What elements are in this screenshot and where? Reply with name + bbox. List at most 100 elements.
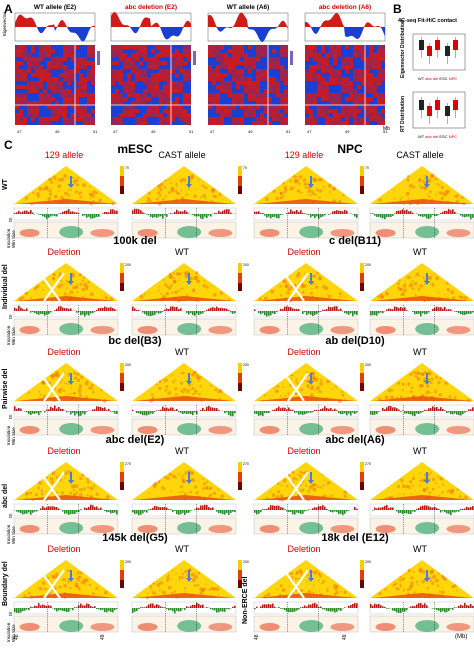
arrow-icon [68,472,74,484]
contact-heatmap [305,45,385,125]
arrow-icon [186,273,192,285]
row-title-3-left: abc del(E2) [105,434,165,446]
hic-triangle [132,560,236,600]
col-title-npc: NPC [337,142,363,156]
arrow-icon [424,570,430,582]
legend-abc: abc [425,76,432,81]
deletion-stripe [283,569,305,599]
hic-panel-r4-p3: 200 [369,560,474,633]
colorbar [360,363,364,391]
hic-panel-r0-p3: 70 [369,166,474,239]
deletion-stripe [39,471,61,501]
hic-panel-r0-p0: 70 [13,166,129,239]
boxplot-box [435,40,440,50]
eigen-positive [208,12,288,27]
row-1-sub-0: Deletion [47,247,81,257]
panel-a-track-label: Eigenvector [2,12,7,36]
hic-panel-r1-p0: 200 [13,263,131,336]
hic-triangle [14,462,118,502]
panel-a-tick: 49 [151,129,156,134]
hic-panel-r2-p0: 200 [13,363,131,436]
hic-triangle [370,263,474,303]
panel-a-tick: 47 [307,129,312,134]
panel-c: 129 allele 70 CAST allele 70 129 allele 70 CAS… [0,150,474,651]
colorbar [120,166,124,194]
panel-a-tick: 51 [189,129,194,134]
col-title-mesc: mESC [117,142,153,156]
hic-triangle [14,560,118,599]
panel-c-label: C [4,138,13,152]
hic-triangle [254,363,358,403]
wt-allele-label-1: CAST allele [158,150,206,160]
colorbar-max: 200 [125,560,131,564]
boxplot-frame [412,91,466,129]
di-label-2: DI [8,414,13,420]
panel-a-header-2: abc deletion (E2) [124,4,177,11]
deletion-stripe [287,569,309,599]
arrow-icon [308,570,314,582]
panel-a-tick: 51 [93,129,98,134]
colorbar [360,166,364,194]
colorbar-max: 200 [125,263,131,267]
row-3-sub-0: Deletion [47,446,81,456]
wt-allele-label-0: 129 allele [44,150,84,160]
arrow-icon [68,373,74,385]
colorbar-max: 270 [243,462,249,466]
hic-triangle [370,560,474,599]
legend2-abc: abc [425,134,432,139]
row-1-sub-2: Deletion [287,247,321,257]
row-title-4-right: 18k del (E12) [321,532,389,544]
panel-a-tick: 49 [345,129,350,134]
deletion-stripe [43,272,65,302]
arrow-icon [308,373,314,385]
wt-allele-label-2: 129 allele [284,150,324,160]
boxplot-box [453,40,458,50]
deletion-stripe [283,272,305,302]
colorbar [238,363,242,391]
arrow-icon [186,176,192,188]
row-3-sub-3: WT [413,446,427,456]
arrow-icon [308,472,314,484]
row-2-sub-3: WT [413,347,427,357]
boxplot-box [445,106,450,116]
boxplot-box [435,100,440,110]
arrow-icon [308,176,314,188]
eigen-heatmap-3: 47 49 51 [207,12,293,134]
arrow-icon [68,176,74,188]
boxplot-box [427,106,432,116]
row-2-sub-2: Deletion [287,347,321,357]
colorbar-max: 200 [125,363,131,367]
boxplot-box [419,100,424,110]
hic-triangle [254,166,358,205]
panel-a-header-3: WT allele (A6) [226,4,270,11]
panel-a-colorbar [290,51,293,65]
hic-triangle [132,263,236,303]
deletion-stripe [287,372,309,402]
winsize-label-0: Win Size [11,230,16,248]
arrow-icon [424,176,430,188]
hic-triangle [370,462,474,501]
eigen-negative [305,27,385,40]
hic-panel-r0-p1: 70 [131,166,247,239]
colorbar [238,166,242,194]
panel-a-tick: 47 [210,129,215,134]
di-label-3: DI [8,513,13,519]
x-tick-0: 48 [14,634,20,640]
hic-panel-r2-p1: 200 [131,363,249,436]
hic-panel-r4-p1: 200 [131,560,249,633]
hic-triangle [14,166,118,206]
eigen-positive [305,12,385,27]
panel-a-tick: 49 [55,129,60,134]
legend-wt: WT [418,76,425,81]
row-4-sub-3: WT [413,544,427,554]
deletion-stripe [43,471,65,501]
colorbar-max: 270 [365,462,371,466]
deletion-stripe [287,272,309,302]
colorbar-max: 270 [125,462,131,466]
hic-panel-r1-p2: 200 [253,263,371,336]
hic-panel-r4-p0: 200 [13,560,131,633]
eigen-heatmap-4: 47 49 51 [304,12,388,134]
colorbar-max: 200 [365,363,371,367]
row-label-2: Pairwise del [2,368,9,409]
row-label-4: Boundary del [2,561,9,606]
